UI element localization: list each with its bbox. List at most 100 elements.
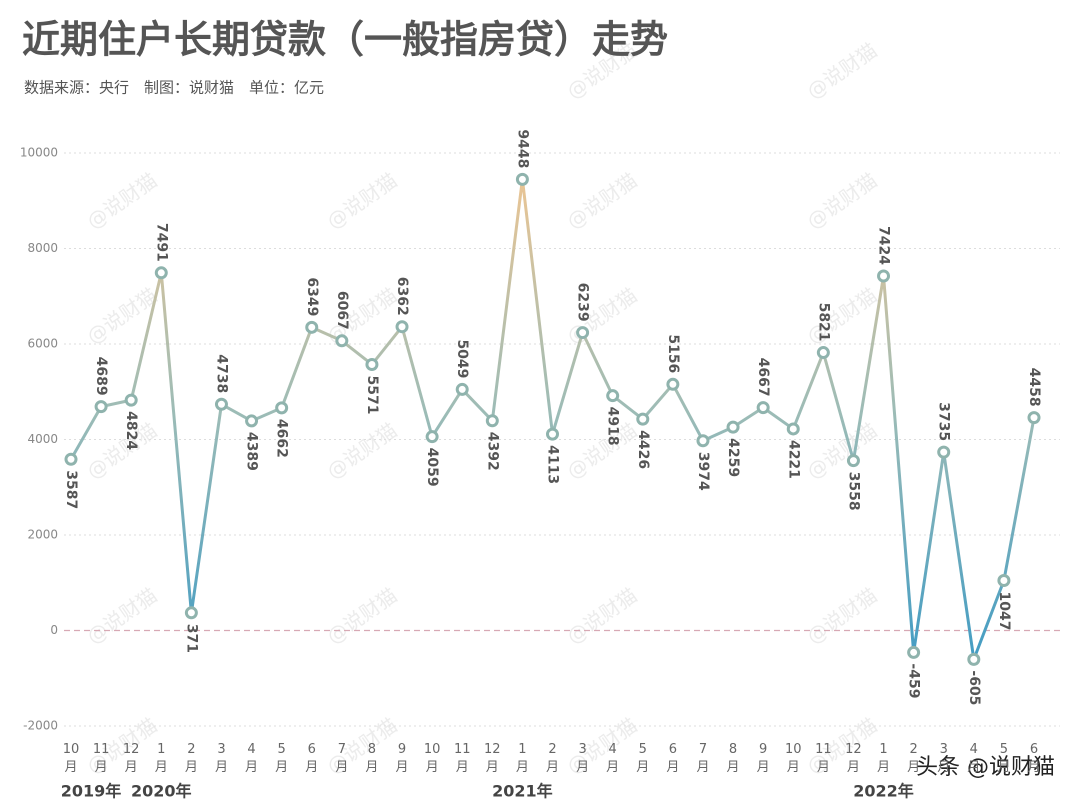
marker: [907, 645, 921, 659]
y-tick-label: 6000: [27, 337, 58, 351]
watermark: @说财猫: [322, 583, 401, 649]
data-label: 4059: [424, 448, 440, 487]
marker: [756, 401, 770, 415]
data-label: 7491: [153, 223, 169, 262]
marker: [726, 420, 740, 434]
data-label: -459: [906, 663, 922, 698]
marker: [184, 606, 198, 620]
marker: [124, 393, 138, 407]
x-tick-label: 11 月: [454, 742, 471, 775]
marker: [275, 401, 289, 415]
data-label: 5156: [665, 334, 681, 373]
marker: [455, 382, 469, 396]
year-label: 2021年: [492, 782, 553, 801]
marker: [877, 269, 891, 283]
marker: [365, 357, 379, 371]
data-label: 4918: [605, 407, 621, 446]
watermark: @说财猫: [802, 168, 881, 234]
data-label: 4667: [755, 358, 771, 397]
marker: [515, 172, 529, 186]
marker: [305, 320, 319, 334]
chart-title: 近期住户长期贷款（一般指房贷）走势: [22, 18, 668, 62]
marker: [696, 434, 710, 448]
x-tick-label: 12 月: [845, 742, 862, 775]
data-label: 5571: [364, 375, 380, 414]
data-label: 3558: [845, 472, 861, 511]
watermark: @说财猫: [82, 418, 161, 484]
marker: [395, 320, 409, 334]
marker: [335, 334, 349, 348]
marker: [846, 454, 860, 468]
chart-subtitle: 数据来源：央行 制图：说财猫 单位：亿元: [24, 79, 324, 97]
watermark: @说财猫: [322, 168, 401, 234]
x-tick-label: 11 月: [815, 742, 832, 775]
watermark: @说财猫: [802, 283, 881, 349]
y-tick-label: 2000: [27, 528, 58, 542]
marker: [967, 652, 981, 666]
marker: [937, 445, 951, 459]
marker: [997, 574, 1011, 588]
x-tick-label: 10 月: [63, 742, 80, 775]
watermark: @说财猫: [562, 583, 641, 649]
watermark: @说财猫: [562, 418, 641, 484]
watermark: @说财猫: [322, 418, 401, 484]
marker: [94, 400, 108, 414]
marker: [606, 389, 620, 403]
data-label: 9448: [514, 129, 530, 168]
watermark: @说财猫: [322, 713, 401, 779]
marker: [546, 427, 559, 441]
data-label: 5821: [815, 303, 831, 342]
data-label: 4389: [244, 432, 260, 471]
marker: [576, 326, 590, 340]
marker: [425, 430, 439, 444]
marker: [245, 414, 259, 428]
marker: [154, 266, 168, 280]
data-label: 6349: [304, 277, 320, 316]
corner-watermark: 头条 @说财猫: [916, 755, 1055, 780]
y-tick-label: 0: [50, 623, 58, 637]
x-tick-label: 12 月: [123, 742, 140, 775]
year-label: 2020年: [131, 782, 192, 801]
year-label: 2019年: [61, 782, 122, 801]
y-tick-label: 4000: [27, 432, 58, 446]
x-tick-label: 10 月: [785, 742, 802, 775]
y-tick-label: -2000: [23, 719, 58, 733]
data-label: 371: [183, 624, 199, 653]
data-label: 1047: [996, 592, 1012, 631]
data-label: 4458: [1026, 368, 1042, 407]
marker: [485, 414, 499, 428]
x-tick-label: 11 月: [93, 742, 110, 775]
data-label: 6239: [575, 283, 591, 322]
data-label: 4738: [213, 354, 229, 393]
marker: [816, 346, 830, 360]
data-label: 4221: [785, 440, 801, 479]
data-label: 4662: [274, 419, 290, 458]
data-label: 4113: [545, 445, 561, 484]
watermark: @说财猫: [562, 713, 641, 779]
y-tick-label: 10000: [20, 146, 58, 160]
year-label: 2022年: [853, 782, 914, 801]
watermark: @说财猫: [562, 283, 641, 349]
watermark: @说财猫: [802, 418, 881, 484]
marker: [786, 422, 800, 436]
data-label: 4426: [635, 430, 651, 469]
